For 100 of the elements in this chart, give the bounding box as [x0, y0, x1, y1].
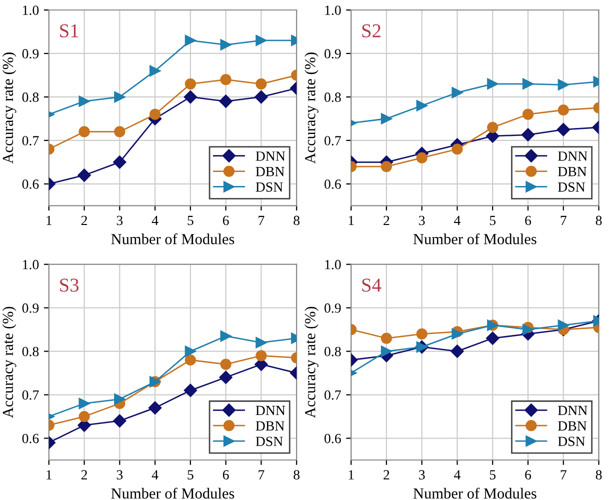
point: [220, 358, 232, 370]
legend-label: DSN: [558, 182, 586, 192]
x-tick-label: 4: [152, 470, 158, 480]
text: S2: [362, 24, 380, 38]
point: [452, 87, 463, 98]
y-axis-title: Accuracy rate (%): [2, 52, 16, 164]
point: [256, 350, 267, 362]
y-tick-label: 0.8: [22, 346, 39, 356]
x-tick-label: 7: [560, 216, 566, 226]
x-tick-label: 6: [525, 470, 532, 480]
point: [556, 122, 570, 136]
point: [558, 320, 569, 331]
legend-label: DBN: [256, 167, 284, 176]
legend-label: DBN: [256, 421, 284, 431]
point: [416, 152, 428, 164]
x-tick-label: 1: [348, 470, 354, 480]
legend-label: DBN: [558, 421, 587, 431]
point: [486, 332, 500, 345]
point: [522, 108, 534, 120]
x-tick-label: 3: [419, 216, 425, 226]
y-tick-label: 0.8: [324, 92, 341, 102]
x-tick-label: 6: [525, 216, 532, 226]
x-tick-label: 5: [490, 216, 496, 226]
point: [184, 90, 198, 104]
legend-label: DSN: [256, 182, 283, 192]
point: [220, 74, 232, 86]
x-tick-label: 2: [81, 216, 87, 226]
y-tick-label: 1.0: [23, 6, 39, 16]
point: [114, 126, 126, 138]
point: [114, 91, 126, 103]
y-tick-label: 0.7: [22, 136, 39, 146]
point: [416, 100, 428, 112]
point: [487, 78, 498, 90]
y-tick-label: 0.9: [324, 303, 341, 313]
x-tick-label: 4: [152, 216, 158, 226]
y-tick-label: 0.9: [22, 303, 39, 313]
y-tick-label: 1.0: [23, 260, 39, 270]
x-tick-label: 7: [258, 216, 264, 226]
x-axis-title: Number of Modules: [413, 233, 536, 244]
text: S1: [60, 24, 78, 38]
point: [78, 96, 90, 107]
point: [487, 122, 498, 133]
y-tick-label: 0.6: [324, 434, 341, 444]
x-tick-label: 7: [258, 470, 264, 480]
x-tick-label: 2: [384, 470, 390, 480]
point: [149, 108, 161, 120]
point: [219, 94, 232, 108]
point: [148, 401, 162, 414]
y-tick-label: 0.9: [22, 49, 39, 58]
point: [184, 354, 196, 366]
point: [452, 144, 463, 155]
legend-label: DNN: [256, 152, 286, 161]
y-axis-title: Accuracy rate (%): [2, 306, 16, 418]
point: [220, 39, 232, 50]
y-tick-label: 0.6: [324, 179, 341, 189]
legend-label: DNN: [558, 152, 588, 161]
point: [558, 79, 569, 90]
x-tick-label: 5: [490, 470, 496, 480]
point: [184, 384, 198, 398]
y-tick-label: 0.6: [22, 434, 39, 444]
point: [184, 346, 196, 357]
y-tick-label: 0.7: [22, 390, 39, 400]
point: [558, 104, 569, 116]
point: [522, 324, 534, 336]
y-axis-title: Accuracy rate (%): [304, 52, 318, 164]
point: [114, 394, 126, 405]
point: [254, 90, 268, 104]
y-tick-label: 0.6: [22, 179, 39, 189]
point: [78, 398, 90, 410]
legend-label: DSN: [256, 436, 283, 446]
point: [380, 332, 392, 344]
point: [380, 346, 392, 357]
point: [78, 410, 90, 422]
x-tick-label: 3: [116, 470, 123, 480]
y-tick-label: 0.8: [324, 346, 341, 356]
x-tick-label: 3: [419, 470, 425, 480]
y-tick-label: 0.9: [324, 49, 341, 58]
legend-label: DNN: [256, 406, 286, 416]
point: [113, 156, 126, 169]
x-axis-title: Number of Modules: [111, 488, 234, 499]
x-axis-title: Number of Modules: [413, 488, 536, 499]
x-tick-label: 3: [116, 216, 123, 226]
x-tick-label: 1: [46, 216, 52, 226]
point: [380, 113, 392, 124]
point: [78, 126, 90, 138]
point: [522, 78, 534, 90]
legend-label: DBN: [558, 167, 587, 176]
point: [256, 78, 267, 90]
text: S3: [60, 278, 79, 292]
point: [184, 34, 196, 46]
x-tick-label: 4: [454, 470, 460, 480]
point: [219, 370, 232, 384]
x-tick-label: 2: [384, 216, 390, 226]
y-tick-label: 1.0: [325, 6, 341, 16]
point: [149, 65, 161, 76]
y-tick-label: 0.7: [324, 390, 341, 400]
x-tick-label: 1: [348, 216, 354, 226]
x-tick-label: 8: [596, 216, 602, 226]
x-tick-label: 5: [188, 470, 194, 480]
x-tick-label: 8: [294, 470, 300, 480]
